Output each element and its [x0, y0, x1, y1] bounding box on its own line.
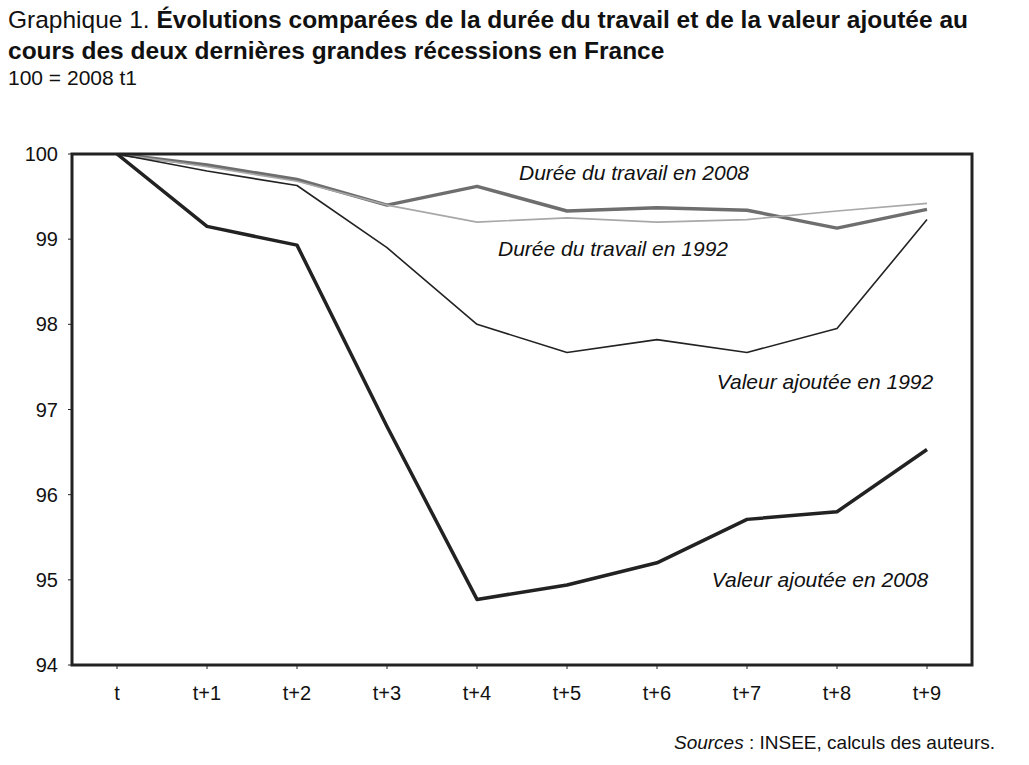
- y-tick-label: 99: [36, 228, 58, 250]
- x-tick-label: t+2: [283, 682, 311, 704]
- x-tick-label: t+4: [463, 682, 491, 704]
- x-tick-label: t: [114, 682, 120, 704]
- series-label: Durée du travail en 1992: [498, 237, 728, 260]
- y-tick-label: 98: [36, 313, 58, 335]
- x-tick-label: t+7: [733, 682, 761, 704]
- plot-frame: [72, 154, 972, 665]
- y-tick-label: 100: [25, 143, 58, 165]
- y-tick-label: 97: [36, 399, 58, 421]
- y-tick-label: 95: [36, 569, 58, 591]
- source: Sources : INSEE, calculs des auteurs.: [674, 732, 995, 754]
- subtitle: 100 = 2008 t1: [8, 66, 137, 90]
- x-tick-label: t+8: [823, 682, 851, 704]
- x-tick-label: t+5: [553, 682, 581, 704]
- x-tick-label: t+1: [193, 682, 221, 704]
- x-tick-label: t+9: [913, 682, 941, 704]
- y-tick-label: 94: [36, 654, 58, 676]
- title: Graphique 1. Évolutions comparées de la …: [8, 4, 1008, 66]
- series-line: [117, 154, 927, 352]
- x-tick-label: t+6: [643, 682, 671, 704]
- x-tick-label: t+3: [373, 682, 401, 704]
- chart: 94 95 96 97 98 99 100 t t+1 t+2 t+3 t+4 t+5 t+6 t+7 t+8…: [0, 0, 1029, 765]
- series-line: [117, 154, 927, 228]
- series-label: Durée du travail en 2008: [519, 161, 749, 184]
- y-tick-label: 96: [36, 484, 58, 506]
- series-label: Valeur ajoutée en 2008: [712, 568, 929, 591]
- series-line: [117, 154, 927, 222]
- series-label: Valeur ajoutée en 1992: [717, 370, 934, 393]
